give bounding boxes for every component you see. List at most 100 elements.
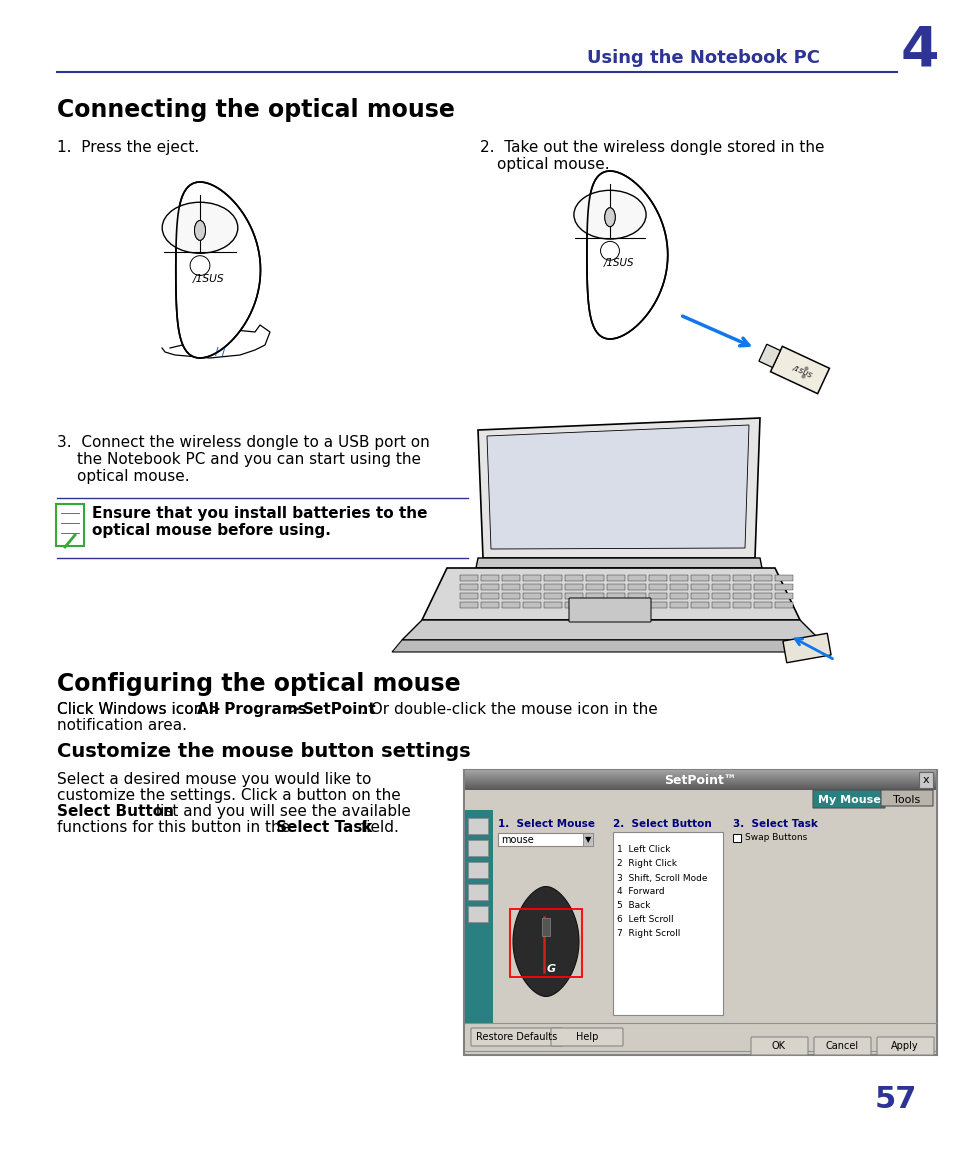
Bar	[564, 584, 582, 589]
Ellipse shape	[194, 221, 205, 240]
Text: 3.  Connect the wireless dongle to a USB port on: 3. Connect the wireless dongle to a USB …	[57, 435, 429, 450]
Bar	[606, 593, 624, 599]
Text: the Notebook PC and you can start using the: the Notebook PC and you can start using …	[77, 452, 420, 466]
Bar	[497, 833, 593, 846]
Bar	[463, 770, 936, 1055]
Bar	[613, 832, 722, 1015]
Polygon shape	[401, 620, 820, 640]
Text: 3  Shift, Scroll Mode: 3 Shift, Scroll Mode	[617, 873, 707, 882]
Text: 57: 57	[874, 1086, 916, 1115]
Text: Tools: Tools	[892, 795, 920, 805]
Bar	[468, 907, 488, 921]
Bar	[564, 593, 582, 599]
FancyBboxPatch shape	[551, 1028, 622, 1046]
Bar	[774, 593, 792, 599]
Text: x: x	[922, 774, 928, 785]
Text: Click Windows icon >: Click Windows icon >	[57, 702, 226, 717]
Text: Select Task: Select Task	[276, 820, 373, 835]
Text: 1.  Select Mouse: 1. Select Mouse	[497, 819, 595, 828]
Bar	[541, 918, 550, 936]
Bar	[669, 584, 687, 589]
FancyBboxPatch shape	[880, 791, 932, 805]
Bar	[606, 602, 624, 608]
Bar	[464, 810, 935, 1023]
Bar	[459, 584, 477, 589]
Bar	[669, 593, 687, 599]
Bar	[522, 593, 540, 599]
Circle shape	[190, 256, 210, 276]
Polygon shape	[586, 171, 667, 339]
Bar	[564, 602, 582, 608]
Polygon shape	[175, 182, 260, 358]
Bar	[468, 818, 488, 834]
Bar	[501, 602, 519, 608]
Bar	[464, 791, 935, 810]
Bar	[648, 574, 666, 581]
Text: . Or double-click the mouse icon in the: . Or double-click the mouse icon in the	[360, 702, 657, 717]
Bar	[627, 602, 645, 608]
Text: ▼: ▼	[584, 835, 591, 845]
Polygon shape	[782, 633, 830, 663]
Text: 1  Left Click: 1 Left Click	[617, 846, 670, 855]
Text: 2.  Take out the wireless dongle stored in the: 2. Take out the wireless dongle stored i…	[479, 140, 823, 155]
Bar	[774, 574, 792, 581]
Bar	[648, 593, 666, 599]
Text: /1SUS: /1SUS	[193, 273, 225, 284]
Bar	[501, 574, 519, 581]
Polygon shape	[392, 640, 829, 651]
Bar	[543, 602, 561, 608]
Bar	[774, 602, 792, 608]
Text: field.: field.	[355, 820, 398, 835]
Text: optical mouse.: optical mouse.	[497, 157, 609, 172]
Bar	[690, 593, 708, 599]
Text: SetPoint™: SetPoint™	[663, 773, 736, 787]
Bar	[648, 584, 666, 589]
Text: /1SUS: /1SUS	[603, 259, 633, 269]
Text: Select Button: Select Button	[57, 804, 173, 819]
Bar	[585, 574, 603, 581]
Bar	[606, 584, 624, 589]
Text: Help: Help	[576, 1032, 598, 1042]
Text: Restore Defaults: Restore Defaults	[476, 1032, 558, 1042]
Bar	[606, 574, 624, 581]
Bar	[753, 574, 771, 581]
Bar	[522, 574, 540, 581]
Polygon shape	[770, 346, 828, 394]
Circle shape	[600, 241, 618, 261]
Bar	[732, 834, 740, 842]
Bar	[543, 574, 561, 581]
Bar	[732, 602, 750, 608]
Bar	[627, 593, 645, 599]
Bar	[564, 574, 582, 581]
Text: 3.  Select Task: 3. Select Task	[732, 819, 817, 828]
Polygon shape	[513, 887, 578, 996]
Bar	[464, 770, 935, 791]
Polygon shape	[477, 418, 760, 558]
FancyBboxPatch shape	[471, 1028, 562, 1046]
Bar	[585, 593, 603, 599]
Bar	[669, 574, 687, 581]
Bar	[711, 602, 729, 608]
Polygon shape	[486, 425, 748, 549]
Text: Cancel: Cancel	[824, 1041, 858, 1051]
FancyBboxPatch shape	[56, 504, 84, 546]
Bar	[690, 574, 708, 581]
Text: OK: OK	[771, 1041, 785, 1051]
Bar	[480, 602, 498, 608]
Bar	[774, 584, 792, 589]
Bar	[585, 602, 603, 608]
Text: 5  Back: 5 Back	[617, 902, 650, 910]
Bar	[468, 840, 488, 856]
Bar	[480, 593, 498, 599]
Bar	[753, 602, 771, 608]
Bar	[918, 772, 932, 788]
Bar	[585, 584, 603, 589]
Bar	[493, 810, 935, 1023]
Text: 6  Left Scroll: 6 Left Scroll	[617, 916, 673, 925]
Bar	[459, 602, 477, 608]
Text: Using the Notebook PC: Using the Notebook PC	[586, 49, 820, 67]
Text: 1.  Press the eject.: 1. Press the eject.	[57, 140, 199, 155]
Text: Ensure that you install batteries to the
optical mouse before using.: Ensure that you install batteries to the…	[91, 506, 427, 539]
Text: 2  Right Click: 2 Right Click	[617, 859, 677, 869]
Bar	[480, 584, 498, 589]
